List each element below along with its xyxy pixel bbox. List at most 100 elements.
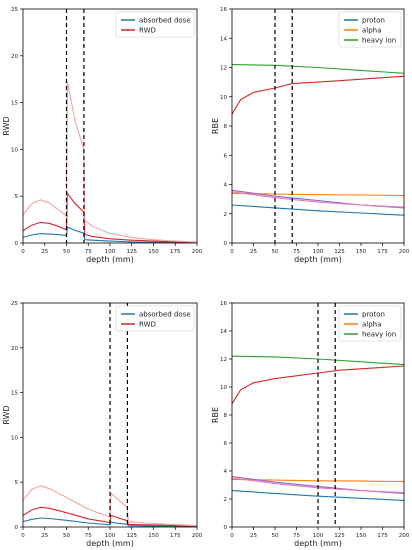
x-tick-label: 0 [230,249,234,255]
y-tick-label: 20 [11,346,18,352]
x-tick-label: 75 [293,533,300,539]
legend-label: RWD [139,321,156,329]
y-axis-label: RWD [2,116,11,135]
y-tick-label: 0 [224,525,228,531]
legend: proton alpha heavy ion [338,11,402,48]
chart-panel-bottom-left: 0 25 50 75 100 125 150 175 200 0 5 10 15 20 25 depth (m… [2,301,203,548]
x-tick-label: 175 [170,249,181,255]
series-group [23,81,197,243]
x-tick-label: 0 [21,533,25,539]
x-tick-label: 125 [334,533,345,539]
y-tick-label: 0 [224,241,228,247]
chart-panel-bottom-right: 0 25 50 75 100 125 150 175 200 0 2 4 6 8 10 12 14 16 depth… [211,301,410,548]
y-tick-label: 8 [224,124,228,130]
x-tick-label: 100 [313,249,324,255]
x-tick-label: 100 [105,249,116,255]
x-tick-label: 200 [399,249,410,255]
x-tick-label: 25 [41,249,48,255]
legend-label: proton [362,311,385,319]
series-line-absorbed-dose [23,226,197,243]
y-tick-label: 2 [224,497,228,503]
x-tick-label: 200 [399,533,410,539]
x-tick-label: 50 [63,533,70,539]
x-tick-label: 75 [293,249,300,255]
legend-box [115,11,195,38]
y-tick-label: 0 [15,525,19,531]
y-tick-label: 5 [15,480,19,486]
y-tick-label: 14 [220,329,227,335]
y-tick-label: 6 [224,441,228,447]
legend: absorbed dose RWD [115,11,195,38]
x-tick-label: 150 [356,533,367,539]
y-tick-label: 4 [224,183,228,189]
y-tick-label: 5 [15,194,19,200]
legend-label: heavy ion [362,37,396,45]
y-axis-label: RWD [2,405,11,424]
x-tick-label: 125 [127,249,138,255]
x-tick-label: 75 [85,249,92,255]
series-group [23,485,197,527]
x-tick-label: 150 [356,249,367,255]
y-tick-label: 0 [15,241,19,247]
y-tick-label: 10 [220,95,227,101]
y-tick-label: 14 [220,36,227,42]
x-tick-label: 125 [127,533,138,539]
x-tick-label: 75 [85,533,92,539]
x-axis-label: depth (mm) [86,539,134,548]
y-tick-label: 4 [224,469,228,475]
x-tick-label: 50 [272,249,279,255]
x-axis-label: depth (mm) [294,255,342,264]
series-line-unlabeled [232,189,404,209]
series-line-unlabeled [232,75,404,115]
x-tick-label: 200 [192,533,203,539]
legend-label: RWD [139,27,156,35]
legend-label: heavy ion [362,331,396,339]
y-axis-label: RBE [211,118,220,134]
x-tick-label: 100 [105,533,116,539]
x-tick-label: 175 [377,249,388,255]
x-axis-label: depth (mm) [86,255,134,264]
y-tick-label: 12 [220,357,227,363]
x-tick-label: 125 [334,249,345,255]
legend-label: alpha [362,27,381,35]
x-tick-label: 50 [272,533,279,539]
y-tick-label: 10 [220,385,227,391]
x-tick-label: 25 [250,249,257,255]
axes-frame [22,8,198,244]
legend: absorbed dose RWD [115,305,195,332]
y-tick-label: 15 [11,101,18,107]
legend: proton alpha heavy ion [338,305,402,342]
x-tick-label: 175 [170,533,181,539]
chart-panel-top-left: 0 25 50 75 100 125 150 175 200 0 5 10 15 20 25 depth (m… [2,7,203,264]
x-tick-label: 25 [250,533,257,539]
y-tick-label: 25 [11,301,18,307]
series-line-proton [232,204,404,216]
y-tick-label: 12 [220,66,227,72]
y-tick-label: 6 [224,153,228,159]
y-tick-label: 8 [224,413,228,419]
y-tick-label: 20 [11,54,18,60]
series-line-absorbed-dose [23,517,197,527]
legend-label: alpha [362,321,381,329]
x-tick-label: 175 [377,533,388,539]
y-tick-label: 15 [11,391,18,397]
y-axis-label: RBE [211,407,220,423]
legend-label: absorbed dose [139,17,191,25]
series-line-unlabeled [232,365,404,405]
y-tick-label: 10 [11,147,18,153]
legend-label: absorbed dose [139,311,191,319]
y-tick-label: 10 [11,435,18,441]
series-line-proton [232,490,404,501]
x-tick-label: 200 [192,249,203,255]
series-line-unlabeled [23,81,197,243]
series-line-unlabeled [23,485,197,527]
x-tick-label: 100 [313,533,324,539]
series-line-unlabeled [23,506,197,527]
y-tick-label: 16 [220,7,227,13]
x-tick-label: 150 [148,533,159,539]
y-tick-label: 16 [220,301,227,307]
x-tick-label: 25 [41,533,48,539]
series-line-unlabeled [23,191,197,243]
chart-panel-top-right: 0 25 50 75 100 125 150 175 200 0 2 4 6 8 10 12 14 16 depth… [211,7,410,264]
